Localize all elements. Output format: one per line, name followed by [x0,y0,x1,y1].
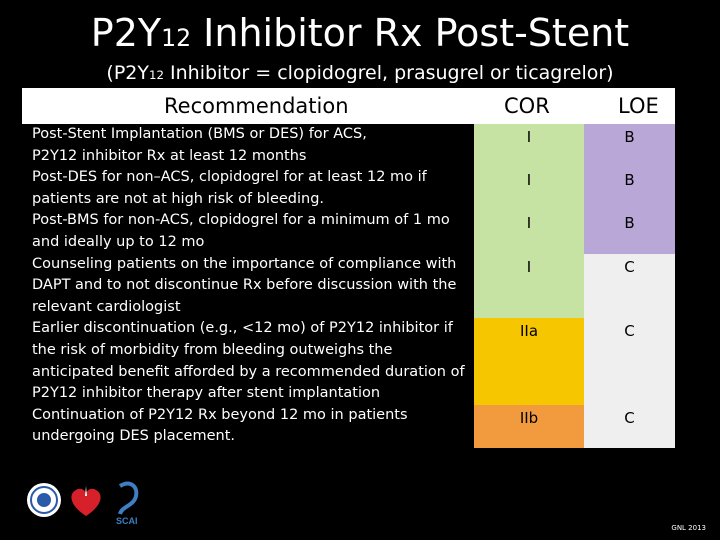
header-cor: COR [504,94,550,118]
cor-cell: IIa [474,318,584,405]
society-logos: SCAI [24,472,144,532]
svg-text:SCAI: SCAI [116,516,138,526]
recommendation-line: P2Y12 inhibitor Rx at least 12 months [32,147,307,164]
title-prefix: P2Y [90,11,162,55]
loe-value: B [624,171,635,190]
page-title: P2Y12 Inhibitor Rx Post-Stent [0,10,720,61]
recommendation-row: Counseling patients on the importance of… [32,254,476,319]
header-recommendation: Recommendation [164,94,349,118]
table-header: Recommendation COR LOE [22,88,675,124]
recommendation-row: Earlier discontinuation (e.g., <12 mo) o… [32,318,476,404]
cor-value: IIb [519,408,539,427]
cor-cell: I [474,124,584,168]
cor-value: I [526,214,532,233]
header-loe: LOE [618,94,659,118]
cor-cell: IIb [474,404,584,448]
loe-value: C [624,408,635,427]
cor-value: I [526,257,532,276]
loe-value: C [624,257,635,276]
recommendation-row: Post-DES for non–ACS, clopidogrel for at… [32,167,476,210]
recommendation-line: Post-BMS for non-ACS, clopidogrel for a … [32,212,450,229]
loe-cell: B [584,167,675,211]
loe-cell: B [584,124,675,168]
title-suffix: Inhibitor Rx Post-Stent [191,11,630,55]
recommendation-column: Post-Stent Implantation (BMS or DES) for… [22,124,474,460]
cor-value: I [526,171,532,190]
heart-torch-icon [71,486,101,516]
recommendation-line: DAPT and to not discontinue Rx before di… [32,277,457,294]
page-subtitle: (P2Y12 Inhibitor = clopidogrel, prasugre… [0,60,720,88]
recommendation-line: anticipated benefit afforded by a recomm… [32,363,465,380]
recommendation-table: Post-Stent Implantation (BMS or DES) for… [22,124,675,460]
loe-value: B [624,214,635,233]
credit-text: GNL 2013 [671,524,706,532]
recommendation-line: Post-DES for non–ACS, clopidogrel for at… [32,169,427,186]
recommendation-line: Continuation of P2Y12 Rx beyond 12 mo in… [32,406,408,423]
recommendation-line: Earlier discontinuation (e.g., <12 mo) o… [32,320,453,337]
recommendation-row: Post-BMS for non-ACS, clopidogrel for a … [32,210,476,253]
subtitle-prefix: (P2Y [106,62,149,84]
title-subscript: 12 [161,24,192,52]
subtitle-subscript: 12 [149,68,164,82]
recommendation-line: patients are not at high risk of bleedin… [32,190,325,207]
scai-logo-icon: SCAI [116,481,139,526]
recommendation-line: relevant cardiologist [32,298,181,315]
loe-cell: B [584,210,675,254]
recommendation-line: the risk of morbidity from bleeding outw… [32,341,393,358]
recommendation-line: undergoing DES placement. [32,428,235,445]
recommendation-row: Continuation of P2Y12 Rx beyond 12 mo in… [32,405,476,448]
loe-value: C [624,322,635,341]
recommendation-line: Counseling patients on the importance of… [32,255,457,272]
loe-cell: C [584,404,675,448]
cor-value: IIa [519,322,539,341]
recommendation-line: and ideally up to 12 mo [32,233,205,250]
loe-cell: C [584,253,675,319]
cor-cell: I [474,167,584,211]
loe-cell: C [584,318,675,405]
recommendation-line: Post-Stent Implantation (BMS or DES) for… [32,126,367,142]
cor-cell: I [474,210,584,254]
aha-circle-seal-icon [27,483,61,517]
cor-value: I [526,128,532,146]
recommendation-line: P2Y12 inhibitor therapy after stent impl… [32,385,381,402]
cor-cell: I [474,253,584,319]
loe-value: B [624,128,635,146]
subtitle-suffix: Inhibitor = clopidogrel, prasugrel or ti… [163,62,614,84]
recommendation-row: Post-Stent Implantation (BMS or DES) for… [32,124,476,167]
